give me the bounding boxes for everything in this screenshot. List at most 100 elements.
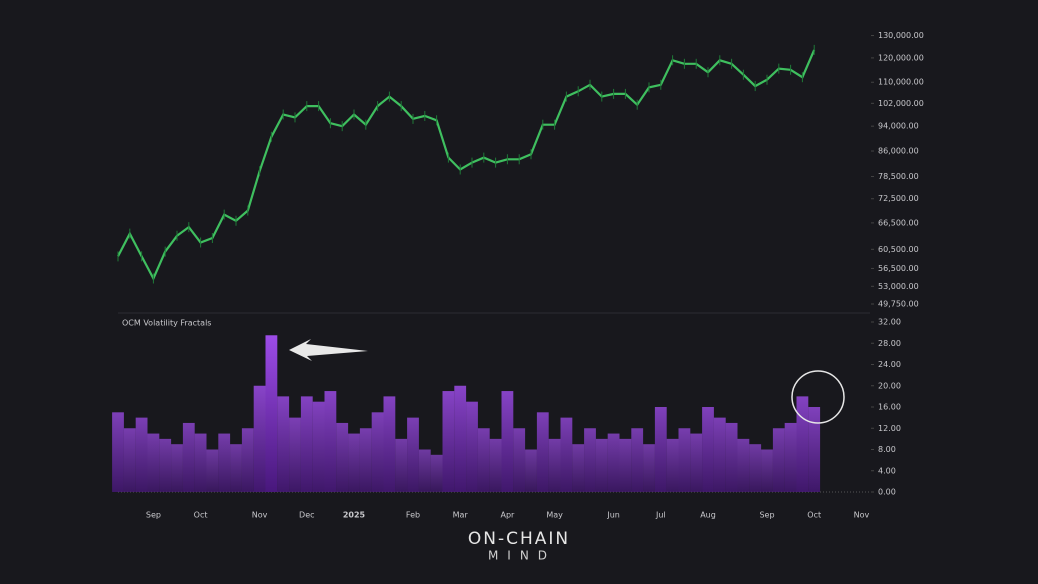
bar [654,407,667,492]
bar [749,444,762,492]
x-tick-label: Oct [194,511,208,520]
bar [206,449,219,492]
bar [182,422,195,492]
bar [607,433,620,492]
bar [513,428,526,492]
x-tick-label: May [546,511,563,520]
bar [277,396,290,492]
bar [147,433,160,492]
bar [690,433,703,492]
bar [265,335,278,492]
y-tick-label: 4.00 [878,466,896,475]
bar [336,422,349,492]
x-tick-label: Sep [146,511,161,520]
x-tick-label: Nov [854,511,870,520]
y-tick-label: 66,500.00 [878,218,919,227]
bar [761,449,773,492]
bar [218,433,231,492]
bar [678,428,691,492]
bar [489,438,502,492]
bar [383,396,396,492]
x-tick-label: Aug [700,511,716,520]
bar [418,449,431,492]
y-tick-label: 72,500.00 [878,194,919,203]
bar [525,449,537,492]
arrow-annotation [289,339,368,361]
y-tick-label: 16.00 [878,403,901,412]
y-tick-label: 102,000.00 [878,99,924,108]
bar [171,444,183,492]
bar [725,422,738,492]
bar [666,438,679,492]
y-tick-label: 78,500.00 [878,172,919,181]
bar [407,417,419,492]
x-tick-label: Jun [606,511,620,520]
x-tick-label: Sep [759,511,774,520]
y-tick-label: 24.00 [878,360,901,369]
bar [395,438,408,492]
bar [737,438,750,492]
bar [324,391,337,492]
bar [572,444,585,492]
bar [123,428,136,492]
bar [548,438,561,492]
bar [430,454,443,492]
bar [348,433,360,492]
bar [442,391,455,492]
x-tick-label: Feb [406,511,420,520]
bar [631,428,644,492]
bar [702,407,714,492]
x-tick-label: Apr [500,511,515,520]
bar [643,444,655,492]
bar [584,428,596,492]
bar [159,438,172,492]
brand-line2: MIND [488,549,556,563]
bar [289,417,301,492]
bar [300,396,313,492]
y-tick-label: 0.00 [878,488,896,497]
y-tick-label: 32.00 [878,318,901,327]
y-tick-label: 130,000.00 [878,31,924,40]
y-tick-label: 60,500.00 [878,245,919,254]
bar [560,417,573,492]
x-tick-label: Mar [453,511,469,520]
bar [536,412,549,492]
x-tick-label: 2025 [343,511,366,520]
bar [713,417,726,492]
bar [772,428,785,492]
bar [312,401,325,492]
bar [253,385,266,492]
bar [359,428,372,492]
y-tick-label: 53,000.00 [878,282,919,291]
bar [784,422,797,492]
y-tick-label: 8.00 [878,445,896,454]
x-tick-label: Nov [252,511,268,520]
bar [194,433,207,492]
bar [466,401,478,492]
bar [454,385,467,492]
y-tick-label: 94,000.00 [878,122,919,131]
bar [241,428,254,492]
bar [619,438,632,492]
x-tick-label: Dec [299,511,314,520]
y-tick-label: 12.00 [878,424,901,433]
y-tick-label: 86,000.00 [878,147,919,156]
brand-line1: ON-CHAIN [468,529,570,549]
bar [477,428,490,492]
bar [112,412,124,492]
y-tick-label: 49,750.00 [878,299,919,308]
x-tick-label: Oct [807,511,821,520]
x-tick-label: Jul [655,511,666,520]
bar [371,412,384,492]
bar [501,391,514,492]
bar [595,438,608,492]
y-tick-label: 28.00 [878,339,901,348]
bar [230,444,242,492]
y-tick-label: 120,000.00 [878,53,924,62]
bar [808,407,821,492]
circle-annotation [791,370,845,424]
pane-title: OCM Volatility Fractals [122,319,211,328]
bar [135,417,148,492]
